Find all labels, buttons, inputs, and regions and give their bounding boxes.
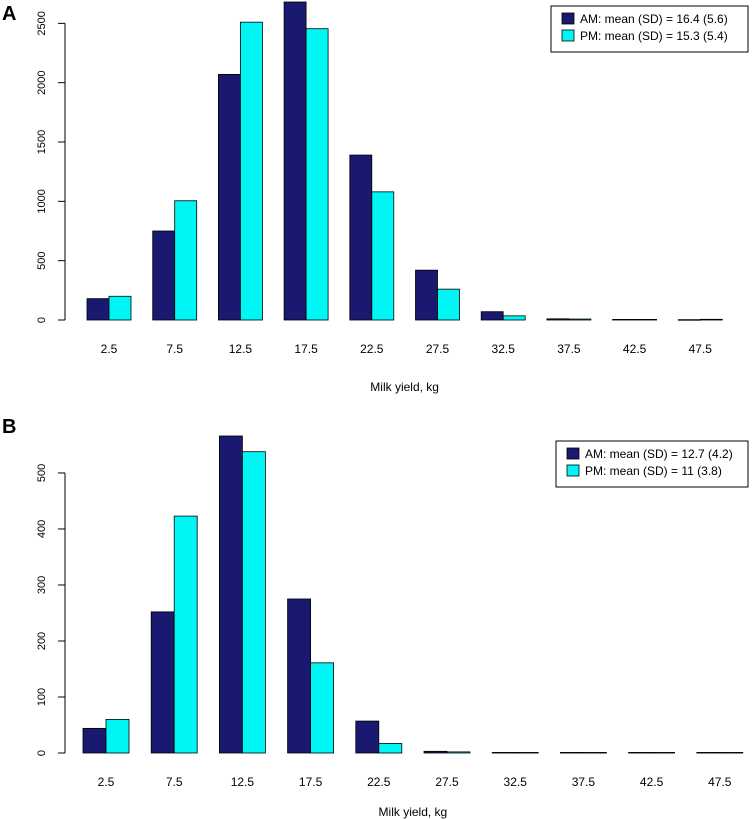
x-tick-label: 32.5 bbox=[504, 775, 528, 789]
bar-am bbox=[546, 318, 570, 321]
bar-pm bbox=[634, 319, 657, 321]
x-tick-label: 27.5 bbox=[426, 342, 450, 356]
bar-am bbox=[696, 752, 721, 754]
bar-pm bbox=[719, 752, 744, 754]
legend-box bbox=[550, 5, 749, 53]
bar-am bbox=[612, 319, 635, 321]
bar-pm bbox=[583, 752, 607, 754]
bar-pm bbox=[371, 191, 395, 321]
x-tick-label: 17.5 bbox=[294, 342, 318, 356]
y-tick-label: 500 bbox=[36, 251, 48, 269]
x-tick-label: 12.5 bbox=[231, 775, 255, 789]
y-tick-label: 200 bbox=[36, 632, 48, 650]
legend-swatch-pm bbox=[566, 464, 580, 477]
x-tick-label: 12.5 bbox=[229, 342, 253, 356]
y-tick-label: 500 bbox=[36, 464, 48, 482]
bar-pm bbox=[378, 743, 403, 754]
bar-am bbox=[560, 752, 584, 754]
y-tick-label: 1500 bbox=[36, 130, 48, 154]
bar-pm bbox=[568, 318, 592, 321]
y-tick-label: 0 bbox=[36, 750, 48, 756]
y-tick-label: 400 bbox=[36, 520, 48, 538]
bar-pm bbox=[514, 752, 539, 754]
x-tick-label: 2.5 bbox=[98, 775, 115, 789]
legend-swatch-am bbox=[566, 447, 580, 460]
panel-a: A 0 500 1000 1500 2000 2500 2.5 7.5 12.5 17.5 22.5 2… bbox=[2, 1, 749, 394]
panel-b: B 0 100 200 300 400 500 2.5 7.5 12.5 17.5 22.5 27.5 3… bbox=[2, 416, 749, 819]
x-axis-label: Milk yield, kg bbox=[379, 805, 448, 819]
bar-am bbox=[283, 1, 307, 321]
bar-am bbox=[677, 319, 701, 321]
bar-pm bbox=[651, 752, 675, 754]
bar-pm bbox=[173, 515, 198, 754]
bar-am bbox=[150, 611, 175, 754]
x-tick-label: 7.5 bbox=[166, 775, 183, 789]
bar-am bbox=[217, 73, 241, 321]
bar-am bbox=[355, 720, 380, 754]
bar-pm bbox=[446, 751, 471, 754]
legend-label-am: AM: mean (SD) = 16.4 (5.6) bbox=[580, 12, 728, 26]
legend-label-pm: PM: mean (SD) = 11 (3.8) bbox=[585, 464, 722, 478]
bar-am bbox=[218, 435, 243, 754]
legend-label-am: AM: mean (SD) = 12.7 (4.2) bbox=[585, 447, 733, 461]
bar-am bbox=[415, 269, 438, 321]
y-tick-label: 0 bbox=[36, 317, 48, 323]
x-tick-label: 42.5 bbox=[640, 775, 664, 789]
panel-label: A bbox=[2, 3, 16, 25]
bar-am bbox=[349, 154, 373, 321]
bar-pm bbox=[305, 28, 329, 321]
x-tick-label: 7.5 bbox=[166, 342, 183, 356]
legend-box bbox=[555, 440, 749, 488]
x-tick-label: 22.5 bbox=[360, 342, 384, 356]
x-tick-label: 37.5 bbox=[572, 775, 596, 789]
x-tick-label: 47.5 bbox=[689, 342, 713, 356]
bar-pm bbox=[239, 21, 263, 321]
x-tick-label: 2.5 bbox=[101, 342, 118, 356]
bar-am bbox=[152, 230, 176, 321]
bar-am bbox=[480, 311, 504, 321]
y-tick-label: 300 bbox=[36, 576, 48, 594]
bar-pm bbox=[241, 451, 266, 754]
y-tick-label: 2500 bbox=[36, 11, 48, 35]
legend-label-pm: PM: mean (SD) = 15.3 (5.4) bbox=[580, 29, 728, 43]
x-tick-label: 47.5 bbox=[708, 775, 732, 789]
bar-pm bbox=[502, 315, 526, 321]
y-tick-label: 100 bbox=[36, 688, 48, 706]
bar-pm bbox=[105, 718, 130, 754]
x-tick-label: 17.5 bbox=[299, 775, 323, 789]
legend-swatch-am bbox=[561, 12, 575, 25]
x-tick-label: 27.5 bbox=[435, 775, 459, 789]
bar-pm bbox=[310, 662, 335, 754]
bar-am bbox=[82, 727, 107, 754]
x-tick-label: 22.5 bbox=[367, 775, 391, 789]
bar-am bbox=[423, 750, 448, 754]
x-axis-label: Milk yield, kg bbox=[370, 380, 439, 394]
bar-pm bbox=[108, 295, 132, 321]
panel-label: B bbox=[2, 416, 16, 438]
x-tick-label: 37.5 bbox=[557, 342, 581, 356]
bar-am bbox=[491, 752, 516, 754]
y-tick-label: 2000 bbox=[36, 70, 48, 94]
x-tick-label: 32.5 bbox=[492, 342, 516, 356]
bar-pm bbox=[699, 318, 723, 321]
y-tick-label: 1000 bbox=[36, 189, 48, 213]
x-tick-label: 42.5 bbox=[623, 342, 647, 356]
legend-swatch-pm bbox=[561, 29, 575, 42]
bar-am bbox=[86, 298, 110, 321]
bar-pm bbox=[437, 288, 460, 321]
bar-am bbox=[628, 752, 652, 754]
bar-pm bbox=[174, 200, 198, 321]
bar-am bbox=[287, 598, 312, 754]
